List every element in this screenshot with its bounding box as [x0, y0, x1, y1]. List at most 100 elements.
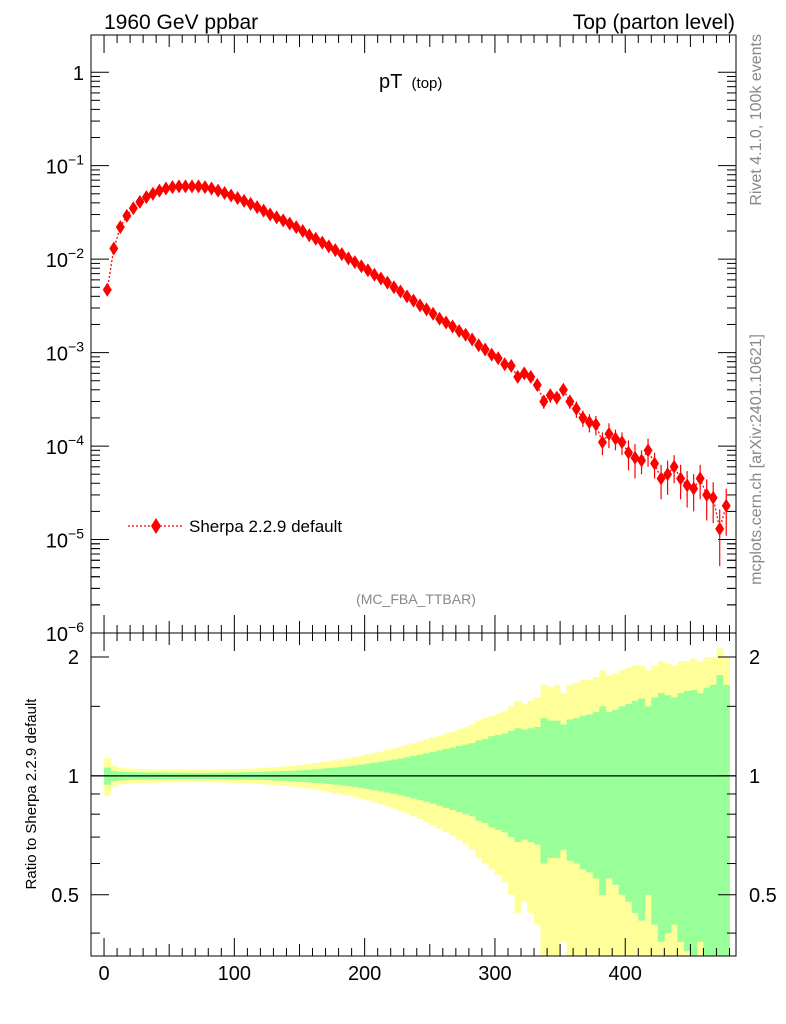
ratio-band-inner	[618, 706, 626, 895]
data-point	[220, 185, 230, 200]
ratio-band-inner	[677, 693, 685, 942]
data-point	[415, 298, 425, 313]
data-point	[311, 231, 321, 246]
ratio-band-inner	[377, 761, 385, 792]
data-point	[389, 280, 399, 295]
data-point	[702, 487, 712, 502]
ratio-xtick-label: 100	[218, 963, 251, 985]
ratio-band-inner	[553, 720, 561, 858]
data-point	[545, 388, 555, 403]
main-ytick-label: 10−2	[46, 245, 84, 272]
data-point	[363, 263, 373, 278]
main-ytick-label: 10−1	[46, 152, 84, 179]
data-point	[330, 243, 340, 258]
ratio-band-inner	[631, 700, 639, 913]
data-point	[493, 351, 503, 366]
ratio-band-inner	[599, 706, 607, 895]
series-line	[106, 185, 727, 530]
mcplots-label: mcplots.cern.ch [arXiv:2401.10621]	[748, 334, 765, 585]
data-point	[428, 306, 438, 321]
data-point	[526, 369, 536, 384]
data-point	[213, 183, 223, 198]
ratio-band-inner	[664, 695, 672, 934]
data-point	[656, 471, 666, 486]
ratio-band-inner	[683, 691, 691, 952]
main-ytick-label: 10−5	[46, 526, 84, 553]
data-point	[239, 193, 249, 208]
data-point	[676, 471, 686, 486]
ratio-band-inner	[403, 757, 411, 797]
data-point	[233, 191, 243, 206]
data-point	[226, 188, 236, 203]
data-point	[552, 390, 562, 405]
data-point	[643, 443, 653, 458]
data-point	[409, 293, 418, 308]
data-point	[207, 181, 217, 196]
data-point	[689, 481, 699, 496]
ratio-axes: 0.5 0.5 1 1 2 2 0 100 200 300 400	[51, 633, 777, 985]
ratio-xtick-label: 300	[478, 963, 511, 985]
data-point	[135, 194, 145, 209]
data-point	[467, 332, 477, 347]
data-point	[650, 456, 660, 471]
ratio-band-inner	[481, 738, 489, 823]
ratio-frame	[90, 632, 737, 957]
ratio-panel: 0.5 0.5 1 1 2 2 0 100 200 300 400 Ratio to Sherpa …	[23, 632, 777, 985]
data-point	[708, 490, 718, 505]
ratio-band-inner	[436, 750, 444, 806]
ratio-xtick-label: 0	[98, 963, 109, 985]
ratio-band-inner	[722, 684, 730, 956]
ratio-band-inner	[475, 740, 483, 821]
ratio-band-inner	[547, 720, 554, 858]
ratio-ytick-label-right: 1	[749, 766, 760, 788]
data-point	[272, 210, 282, 225]
data-point	[591, 417, 601, 432]
ratio-band-inner	[670, 697, 678, 925]
data-point	[161, 181, 171, 196]
ratio-band-inner	[540, 718, 548, 864]
main-panel: pT (top) 1 10−1 10−2 10−3 10−4 10−5 10−6 Sherp…	[46, 34, 737, 646]
header-left: 1960 GeV ppbar	[104, 11, 258, 34]
data-point	[571, 401, 581, 416]
data-point	[154, 183, 164, 198]
ratio-band-inner	[423, 753, 431, 802]
data-point	[200, 180, 210, 195]
data-point	[663, 467, 673, 482]
data-point	[669, 459, 679, 474]
data-point	[617, 435, 627, 450]
data-point	[624, 445, 633, 460]
legend-label: Sherpa 2.2.9 default	[189, 517, 342, 536]
ratio-band-inner	[690, 689, 698, 956]
data-point	[558, 382, 568, 397]
data-point	[695, 471, 705, 486]
ratio-band-inner	[390, 759, 398, 794]
ratio-band-inner	[384, 760, 392, 793]
data-point	[298, 223, 308, 238]
ratio-band-inner	[534, 726, 541, 845]
data-point	[480, 342, 490, 357]
ratio-band-inner	[579, 715, 587, 870]
ratio-band-inner	[703, 687, 711, 956]
ratio-band-inner	[449, 747, 457, 810]
main-ytick-label: 10−4	[46, 432, 84, 459]
ratio-band-inner	[397, 758, 405, 796]
data-point	[721, 498, 731, 513]
ratio-band-inner	[442, 748, 450, 808]
ratio-band-inner	[410, 755, 418, 799]
ratio-band-inner	[696, 693, 704, 942]
ratio-band-inner	[716, 675, 724, 956]
data-point	[148, 186, 158, 201]
data-point	[395, 284, 405, 299]
data-point	[448, 319, 458, 334]
data-point	[167, 180, 177, 195]
data-point	[109, 241, 119, 256]
ratio-xtick-label: 400	[609, 963, 642, 985]
data-point	[422, 302, 432, 317]
ratio-band-inner	[657, 693, 665, 942]
data-point	[565, 394, 575, 409]
ratio-band-inner	[494, 734, 502, 830]
ratio-ylabel: Ratio to Sherpa 2.2.9 default	[23, 698, 40, 890]
data-point	[500, 357, 510, 372]
ratio-band-inner	[566, 719, 574, 861]
header-right: Top (parton level)	[573, 11, 735, 34]
